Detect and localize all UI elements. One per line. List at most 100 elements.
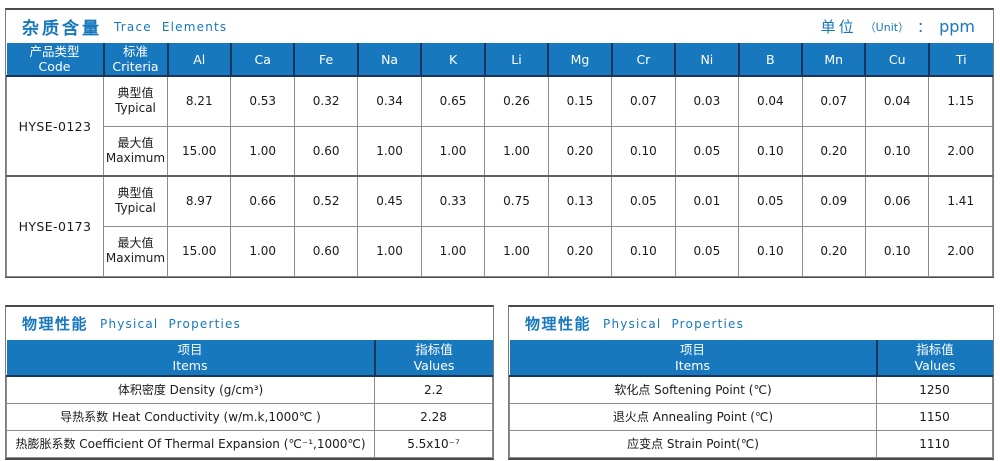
values-header-en: Values — [413, 357, 455, 373]
pp-right-title: 物理性能 Physical Properties — [525, 313, 744, 334]
table-row: 最大值 Maximum 15.00 1.00 0.60 1.00 1.00 1.… — [7, 225, 993, 277]
row-label-cell: 典型值 Typical — [103, 175, 168, 227]
value-cell: 0.05 — [611, 175, 676, 227]
element-header: Li — [484, 43, 550, 77]
value-cell: 0.52 — [293, 175, 359, 227]
physical-properties-right-table: 项目 Items 指标值 Values 软化点 Softening Point … — [509, 340, 993, 458]
value-cell: 1.00 — [230, 225, 295, 277]
value-cell: 0.26 — [484, 75, 549, 127]
unit-en: （Unit） — [864, 20, 910, 34]
value-cell: 2.00 — [928, 125, 993, 177]
element-header: Mn — [802, 43, 867, 77]
items-header-en: Items — [172, 357, 208, 373]
property-value-cell: 1110 — [876, 429, 993, 458]
pp-right-title-en: Physical Properties — [603, 316, 745, 331]
element-header: Fe — [294, 43, 359, 77]
property-item-cell: 热膨胀系数 Coefficient Of Thermal Expansion (… — [6, 429, 375, 458]
value-cell: 1.00 — [420, 125, 486, 177]
property-row: 软化点 Softening Point (℃) 1250 — [509, 375, 993, 404]
property-item-cell: 软化点 Softening Point (℃) — [509, 375, 877, 404]
row-label-cell: 最大值 Maximum — [103, 125, 168, 177]
table-row: HYSE-0123 典型值 Typical 8.21 0.53 0.32 0.3… — [6, 75, 993, 177]
property-row: 热膨胀系数 Coefficient Of Thermal Expansion (… — [6, 429, 493, 458]
element-header: Cr — [611, 43, 677, 77]
row-label-cn: 典型值 — [117, 86, 154, 101]
values-header-en: Values — [914, 357, 956, 373]
element-header: Cu — [865, 43, 930, 77]
property-item-cell: 体积密度 Density (g/cm³) — [6, 375, 375, 404]
items-header-en: Items — [675, 357, 710, 373]
value-cell: 15.00 — [166, 125, 232, 177]
value-cell: 0.04 — [864, 75, 930, 127]
trace-title: 杂质含量 Trace Elements — [22, 14, 227, 39]
row-label-en: Typical — [115, 201, 156, 216]
value-cell: 0.10 — [738, 125, 803, 177]
row-label-cn: 最大值 — [117, 135, 154, 150]
value-cell: 1.15 — [928, 75, 993, 127]
value-cell: 0.66 — [230, 175, 295, 227]
value-cell: 0.10 — [864, 225, 930, 277]
value-cell: 1.00 — [357, 225, 422, 277]
value-cell: 1.00 — [357, 125, 422, 177]
value-cell: 0.20 — [801, 125, 866, 177]
pp-header-row: 项目 Items 指标值 Values — [6, 340, 493, 377]
value-cell: 0.06 — [864, 175, 930, 227]
unit-value: ppm — [939, 17, 975, 36]
element-header: K — [421, 43, 486, 77]
trace-elements-table: 产品类型 Code 标准 Criteria Al Ca Fe Na K Li M… — [6, 43, 993, 277]
trace-title-cn: 杂质含量 — [22, 19, 102, 39]
value-cell: 1.00 — [484, 225, 549, 277]
value-cell: 0.01 — [674, 175, 740, 227]
unit-label: 单位 （Unit） ： ppm — [821, 16, 975, 37]
col-header-criteria-cn: 标准 — [122, 44, 148, 59]
value-cell: 0.10 — [864, 125, 930, 177]
value-cell: 1.00 — [230, 125, 295, 177]
items-header-cn: 项目 — [177, 341, 203, 357]
value-cell: 0.34 — [357, 75, 422, 127]
value-cell: 0.07 — [801, 75, 866, 127]
element-header: Ca — [230, 43, 296, 77]
property-row: 导热系数 Heat Conductivity (w/m.k,1000℃ ) 2.… — [6, 402, 493, 431]
value-cell: 1.41 — [928, 175, 993, 227]
property-value-cell: 1150 — [876, 402, 993, 431]
physical-properties-left-panel: 物理性能 Physical Properties 项目 Items 指标值 Va… — [5, 305, 494, 460]
value-cell: 0.10 — [611, 125, 676, 177]
trace-header-row: 产品类型 Code 标准 Criteria Al Ca Fe Na K Li M… — [6, 43, 993, 77]
value-cell: 0.32 — [293, 75, 359, 127]
property-value-cell: 1250 — [876, 375, 993, 404]
value-cell: 0.60 — [293, 225, 359, 277]
row-label-en: Typical — [115, 101, 156, 116]
value-cell: 0.03 — [674, 75, 740, 127]
values-header: 指标值 Values — [876, 340, 993, 377]
row-label-cell: 典型值 Typical — [103, 75, 168, 127]
property-row: 应变点 Strain Point(℃) 1110 — [509, 429, 993, 458]
property-item-cell: 退火点 Annealing Point (℃) — [509, 402, 877, 431]
pp-left-title-en: Physical Properties — [100, 316, 242, 331]
col-header-criteria-en: Criteria — [112, 59, 159, 74]
element-header: B — [738, 43, 804, 77]
value-cell: 0.05 — [674, 225, 740, 277]
value-cell: 8.97 — [166, 175, 232, 227]
property-item-cell: 应变点 Strain Point(℃) — [509, 429, 877, 458]
value-cell: 1.00 — [420, 225, 486, 277]
value-cell: 0.33 — [420, 175, 486, 227]
col-header-code-en: Code — [38, 59, 71, 74]
element-header: Al — [167, 43, 232, 77]
items-header-cn: 项目 — [679, 341, 705, 357]
value-cell: 0.05 — [674, 125, 740, 177]
product-code-cell: HYSE-0173 — [6, 175, 104, 277]
value-cell: 0.15 — [547, 75, 613, 127]
value-cell: 0.07 — [611, 75, 676, 127]
trace-elements-panel: 杂质含量 Trace Elements 单位 （Unit） ： ppm 产品类型… — [5, 8, 994, 278]
property-row: 体积密度 Density (g/cm³) 2.2 — [6, 375, 493, 404]
physical-properties-right-panel: 物理性能 Physical Properties 项目 Items 指标值 Va… — [508, 305, 994, 460]
property-value-cell: 2.28 — [374, 402, 493, 431]
property-item-cell: 导热系数 Heat Conductivity (w/m.k,1000℃ ) — [6, 402, 375, 431]
pp-left-title-row: 物理性能 Physical Properties — [6, 307, 493, 340]
value-cell: 0.65 — [420, 75, 486, 127]
value-cell: 8.21 — [166, 75, 232, 127]
element-header: Na — [357, 43, 423, 77]
table-row: 最大值 Maximum 15.00 1.00 0.60 1.00 1.00 1.… — [7, 125, 993, 177]
pp-right-title-cn: 物理性能 — [525, 315, 592, 333]
pp-left-title-cn: 物理性能 — [22, 315, 89, 333]
